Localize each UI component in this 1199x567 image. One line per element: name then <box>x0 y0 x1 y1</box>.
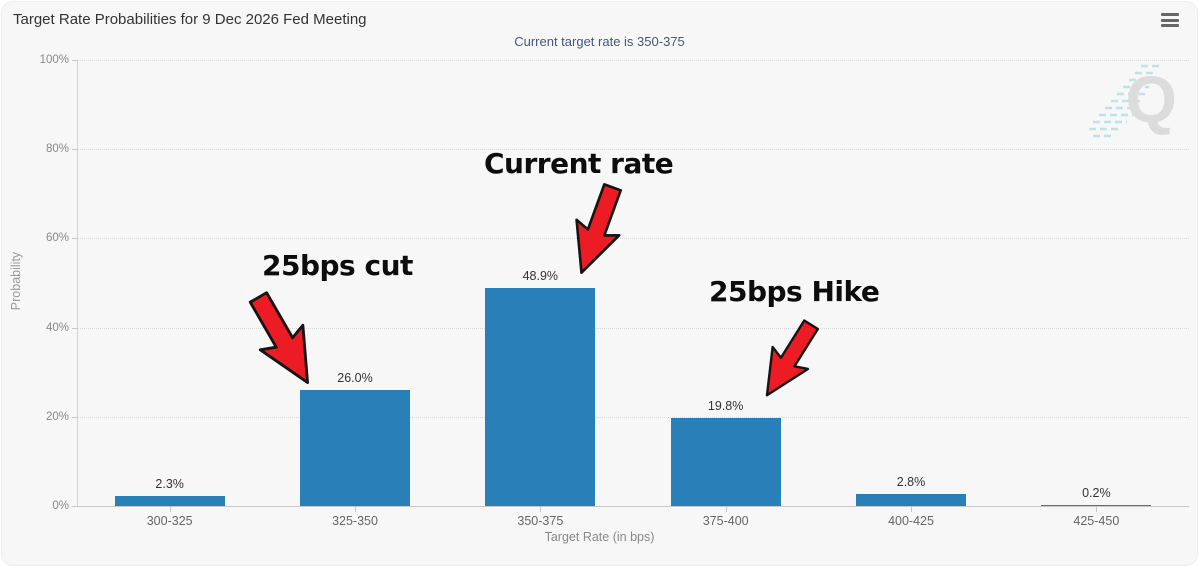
bar-value-label: 2.8% <box>896 474 926 489</box>
bar-350-375[interactable] <box>485 287 596 506</box>
bar-value-label: 48.9% <box>522 268 559 283</box>
bar-value-label: 2.3% <box>155 476 184 491</box>
bar-425-450[interactable] <box>1041 505 1152 506</box>
chart-title: Target Rate Probabilities for 9 Dec 2026… <box>13 11 367 28</box>
bar-400-425[interactable] <box>856 493 966 506</box>
red-arrow-icon-cut <box>248 291 310 384</box>
x-axis-title: Target Rate (in bps) <box>544 530 655 544</box>
x-tick-mark <box>169 507 171 512</box>
y-tick-label: 0% <box>52 500 69 512</box>
bar-value-label: 0.2% <box>1082 486 1111 500</box>
gridline-60 <box>77 238 1189 240</box>
y-tick-label: 20% <box>45 410 69 423</box>
annotation-25bps-cut: 25bps cut <box>262 249 413 282</box>
y-axis-line <box>77 60 78 506</box>
bar-value-label: 19.8% <box>707 398 744 413</box>
y-tick-mark <box>72 506 77 507</box>
gridline-40 <box>77 327 1189 329</box>
bar-375-400[interactable] <box>670 417 781 506</box>
x-tick-mark <box>355 507 356 512</box>
y-tick-mark <box>72 149 77 151</box>
x-category-label: 300-325 <box>146 514 193 528</box>
x-tick-mark <box>1096 507 1098 512</box>
gridline-100 <box>77 60 1189 61</box>
red-arrow-icon-hike <box>765 319 820 397</box>
annotation-25bps-hike: 25bps Hike <box>709 275 880 308</box>
y-tick-mark <box>72 60 77 61</box>
gridline-20 <box>77 416 1189 418</box>
y-tick-label: 60% <box>45 232 69 245</box>
y-tick-label: 100% <box>39 54 69 66</box>
y-tick-label: 80% <box>45 143 69 156</box>
watermark-logo: Q <box>1083 60 1183 144</box>
bar-300-325[interactable] <box>114 495 225 506</box>
annotation-current-rate: Current rate <box>484 147 674 180</box>
x-tick-mark <box>725 507 727 512</box>
y-tick-mark <box>72 327 77 329</box>
chart-subtitle: Current target rate is 350-375 <box>514 34 685 49</box>
y-tick-mark <box>72 238 77 240</box>
y-axis-title: Probability <box>9 251 23 311</box>
bar-325-350[interactable] <box>300 390 410 506</box>
x-category-label: 400-425 <box>888 514 934 528</box>
x-category-label: 325-350 <box>332 514 378 528</box>
x-axis-line <box>77 506 1189 507</box>
x-tick-mark <box>911 507 912 512</box>
y-tick-mark <box>72 416 77 418</box>
x-category-label: 350-375 <box>517 514 564 528</box>
watermark-q-letter: Q <box>1125 62 1177 136</box>
x-category-label: 375-400 <box>702 514 749 528</box>
chart-menu-hamburger-icon[interactable] <box>1161 13 1179 27</box>
x-tick-mark <box>540 507 542 512</box>
watermark-stripes-icon <box>1089 64 1159 138</box>
red-arrow-icon-current <box>575 183 623 274</box>
y-tick-label: 40% <box>45 321 69 334</box>
gridline-80 <box>77 149 1189 151</box>
bar-value-label: 26.0% <box>337 371 373 386</box>
x-category-label: 425-450 <box>1073 514 1120 528</box>
